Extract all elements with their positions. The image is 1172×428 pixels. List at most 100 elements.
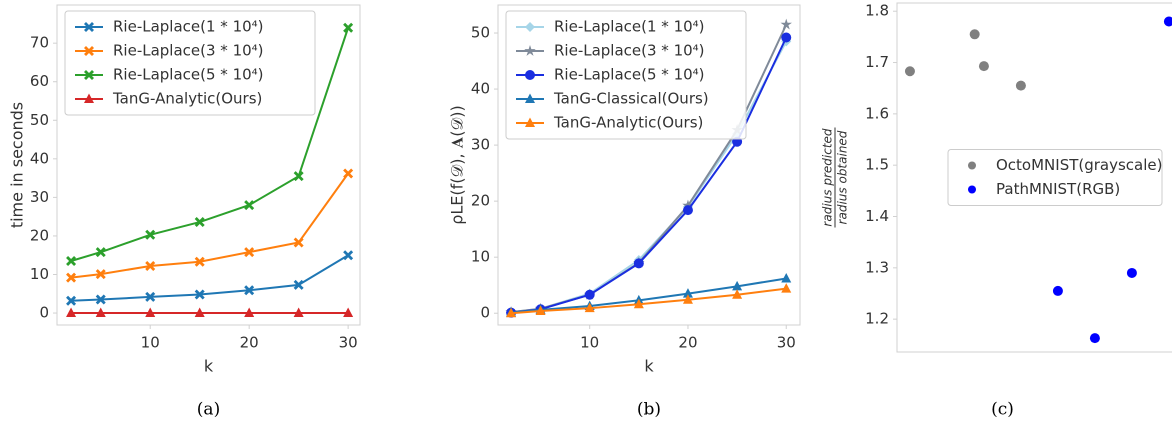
- data-point: [506, 307, 517, 318]
- chart: 0 10 20 30 40 50 60 70 10 20 30 k time in seconds (a)…: [8, 4, 361, 420]
- data-point: [293, 237, 304, 248]
- legend-label: PathMNIST(RGB): [996, 180, 1120, 198]
- series-line: [510, 277, 787, 314]
- data-point: [682, 294, 693, 304]
- y-tick-label: 60: [30, 72, 49, 90]
- data-point: [904, 66, 915, 77]
- x-tick-label: 10: [580, 334, 599, 352]
- y-tick-label: 1.5: [865, 156, 889, 174]
- y-tick-label: 40: [471, 80, 490, 98]
- legend-label: Rie-Laplace(1 * 10⁴): [113, 18, 264, 36]
- data-point: [194, 217, 205, 228]
- plot-frame: [56, 4, 361, 326]
- series-line: [71, 254, 349, 302]
- data-point: [66, 307, 77, 318]
- legend-marker: [84, 22, 94, 32]
- plot-area: [66, 22, 354, 318]
- y-tick-label: 70: [30, 34, 49, 52]
- x-axis-label: k: [644, 357, 654, 376]
- data-point: [1163, 16, 1172, 27]
- data-point: [145, 261, 156, 272]
- x-tick-label: 10: [141, 334, 160, 352]
- caption: (b): [637, 400, 661, 420]
- chart: 0 10 20 30 40 50 10 20 30 k ρLE(f(𝒟), 𝐀(𝒟)) (b) Rie-…: [448, 4, 801, 420]
- data-point: [194, 256, 205, 267]
- y-tick-label: 40: [30, 149, 49, 167]
- data-point: [95, 307, 106, 318]
- data-point: [343, 168, 354, 179]
- y-tick-label: 50: [30, 111, 49, 129]
- x-tick-label: 20: [678, 334, 697, 352]
- y-tick-label: 20: [471, 192, 490, 210]
- data-point: [145, 291, 156, 302]
- legend-marker: [525, 70, 535, 80]
- legend-marker: [84, 93, 94, 103]
- legend-label: TanG-Analytic(Ours): [553, 114, 703, 132]
- x-axis-label: k: [204, 357, 214, 376]
- data-point: [95, 294, 106, 305]
- y-tick-label: 50: [471, 24, 490, 42]
- data-point: [633, 258, 644, 269]
- caption: (c): [991, 400, 1014, 420]
- data-point: [343, 307, 354, 318]
- data-point: [293, 171, 304, 182]
- legend-marker: [525, 22, 535, 32]
- data-point: [682, 288, 693, 298]
- data-point: [145, 229, 156, 240]
- plot-area: [505, 18, 792, 318]
- legend-label: Rie-Laplace(5 * 10⁴): [554, 66, 705, 84]
- y-tick-label: 1.4: [865, 207, 889, 225]
- y-tick-label: 1.7: [865, 53, 889, 71]
- legend: Rie-Laplace(1 * 10⁴) Rie-Laplace(3 * 10⁴)…: [505, 10, 747, 140]
- y-axis-label: time in seconds: [8, 102, 27, 228]
- data-point: [1089, 333, 1100, 344]
- data-point: [293, 279, 304, 290]
- legend-label: Rie-Laplace(5 * 10⁴): [113, 66, 264, 84]
- legend-marker: [525, 117, 535, 127]
- data-point: [95, 247, 106, 258]
- legend: OctoMNIST(grayscale) PathMNIST(RGB): [947, 149, 1163, 206]
- data-point: [66, 256, 77, 266]
- data-point: [343, 22, 354, 33]
- y-tick-label: 30: [30, 188, 49, 206]
- legend-marker: [968, 185, 976, 194]
- data-point: [732, 289, 743, 299]
- data-point: [978, 61, 989, 72]
- data-point: [66, 272, 77, 283]
- chart: 1.2 1.3 1.4 1.5 1.6 1.7 1.8 radius predicted rad…: [821, 2, 1172, 420]
- y-tick-label: 0: [39, 304, 49, 322]
- y-axis-label-numerator: radius predicted: [821, 128, 835, 226]
- y-tick-label: 10: [471, 248, 490, 266]
- x-tick-label: 30: [777, 334, 796, 352]
- legend: Rie-Laplace(1 * 10⁴) Rie-Laplace(3 * 10⁴)…: [64, 10, 316, 116]
- data-point: [244, 247, 255, 258]
- legend-label: TanG-Classical(Ours): [553, 90, 709, 108]
- data-point: [194, 289, 205, 300]
- legend-marker: [84, 46, 94, 56]
- data-point: [732, 280, 743, 291]
- legend-marker: [525, 93, 535, 103]
- legend-box: [947, 149, 1163, 206]
- y-axis-label: ρLE(f(𝒟), 𝐀(𝒟)): [448, 105, 467, 225]
- y-tick-label: 0: [480, 304, 490, 322]
- y-tick-label: 1.6: [865, 104, 889, 122]
- data-point: [1126, 267, 1137, 278]
- legend-box: [64, 10, 316, 116]
- data-point: [633, 298, 644, 309]
- data-point: [1015, 80, 1026, 91]
- data-point: [244, 200, 255, 211]
- legend-marker: [968, 161, 976, 170]
- data-point: [780, 18, 792, 30]
- data-point: [682, 199, 694, 211]
- data-point: [66, 295, 77, 306]
- x-tick-label: 30: [339, 334, 358, 352]
- data-point: [95, 269, 106, 280]
- data-point: [343, 250, 354, 261]
- plot-frame: [896, 2, 1172, 353]
- plot-area: [904, 16, 1172, 344]
- legend-marker: [84, 70, 94, 80]
- data-point: [781, 272, 792, 283]
- data-point: [584, 289, 595, 300]
- caption: (a): [197, 400, 220, 420]
